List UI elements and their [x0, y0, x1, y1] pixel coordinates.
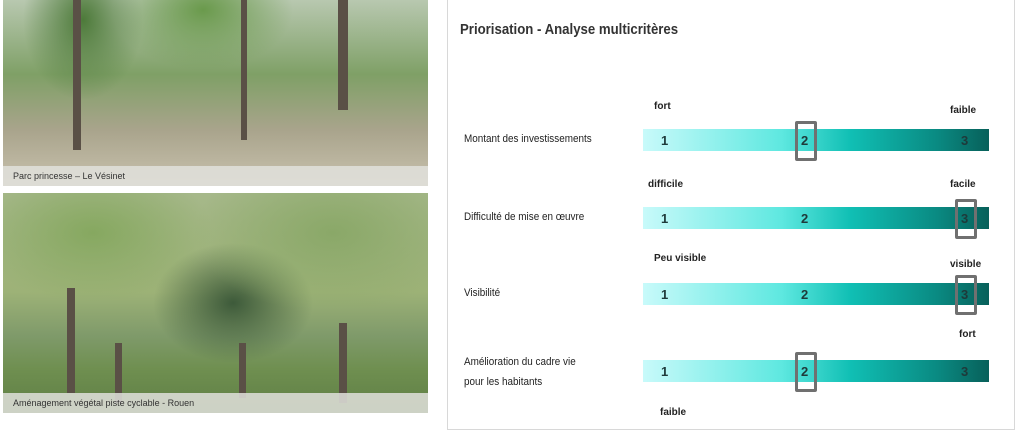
scale-low-label: Peu visible [654, 253, 707, 264]
photo-caption: Parc princesse – Le Vésinet [3, 166, 428, 186]
rating-scale-bar: 1 2 3 [643, 275, 989, 315]
photo-piste-cyclable: Aménagement végétal piste cyclable - Rou… [3, 193, 428, 413]
panel-title: Priorisation - Analyse multicritères [460, 21, 679, 38]
rating-scale-bar: 1 2 3 [643, 199, 989, 239]
scale-low-label: difficile [648, 179, 684, 190]
criterion-label: Visibilité [464, 287, 501, 299]
criterion-label: Montant des investissements [464, 133, 592, 145]
scale-high-label: facile [950, 179, 976, 190]
multicriteria-panel: Priorisation - Analyse multicritères Mon… [447, 0, 1015, 430]
photo-caption: Aménagement végétal piste cyclable - Rou… [3, 393, 428, 413]
scale-low-label: faible [660, 407, 687, 418]
scale-value: 1 [661, 133, 669, 148]
scale-value: 1 [661, 287, 669, 302]
criterion-label: Amélioration du cadre vie pour les habita… [464, 356, 576, 388]
scale-value: 2 [801, 287, 809, 302]
selected-value-highlight [795, 121, 817, 161]
selected-value-highlight [795, 352, 817, 392]
scale-low-label: fort [654, 101, 671, 112]
scale-value: 3 [961, 133, 969, 148]
scale-value: 1 [661, 364, 669, 379]
scale-value: 2 [801, 364, 809, 379]
rating-scale-bar: 1 2 3 [643, 121, 989, 161]
selected-value-highlight [955, 275, 977, 315]
criterion-label: Difficulté de mise en œuvre [464, 211, 585, 223]
scale-high-label: faible [950, 105, 977, 116]
selected-value-highlight [955, 199, 977, 239]
scale-value: 3 [961, 211, 969, 226]
scale-value: 2 [801, 211, 809, 226]
scale-value: 2 [801, 133, 809, 148]
scale-value: 3 [961, 364, 969, 379]
scale-value: 3 [961, 287, 969, 302]
scale-high-label: fort [959, 329, 976, 340]
rating-scale-bar: 1 2 3 [643, 352, 989, 392]
scale-high-label: visible [950, 259, 982, 270]
scale-value: 1 [661, 211, 669, 226]
photo-parc-princesse: Parc princesse – Le Vésinet [3, 0, 428, 186]
